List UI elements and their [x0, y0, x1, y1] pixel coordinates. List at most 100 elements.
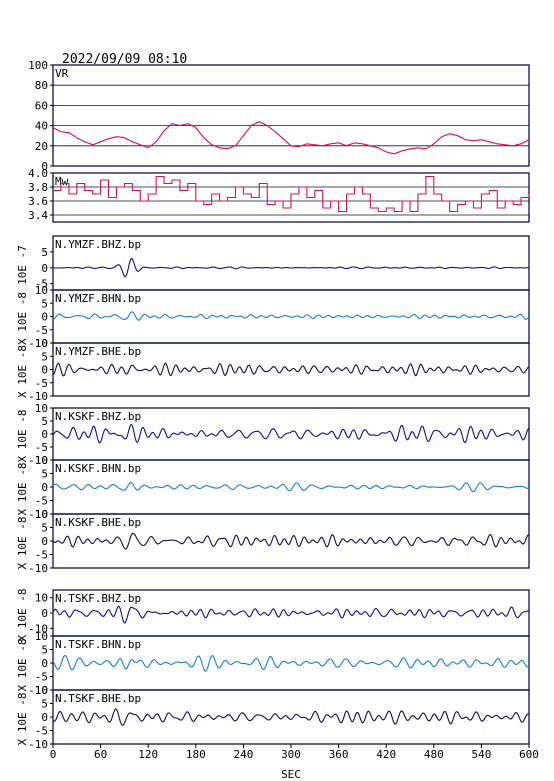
panel-n-kskf-bhz-bp: -10-505 10 N.KSKF.BHZ.bp X 10E -8: [16, 402, 530, 467]
y-tick-label: -5: [35, 495, 48, 508]
series-line: [52, 605, 530, 624]
panel-title: VR: [55, 67, 69, 80]
y-tick-label: 10: [35, 454, 48, 467]
panel-mw: 3.43.63.84.0 Mw: [28, 167, 530, 223]
y-tick-label: 5: [41, 246, 48, 259]
y-tick-label: -10: [28, 622, 48, 635]
y-tick-label: 5: [41, 698, 48, 711]
series-line: [52, 654, 530, 672]
y-tick-label: 100: [28, 59, 48, 72]
y-tick-label: -5: [35, 377, 48, 390]
y-tick-label: 0: [41, 535, 48, 548]
y-axis-unit-label: X 10E -8: [16, 693, 29, 746]
y-tick-label: 3.4: [28, 209, 48, 222]
panel-n-tskf-bhz-bp: -10 0 10 N.TSKF.BHZ.bp X 10E -8: [16, 589, 530, 642]
series-line: [52, 362, 530, 377]
y-tick-label: 10: [35, 508, 48, 521]
series-line: [53, 175, 530, 213]
y-axis-unit-label: X 10E -8: [16, 410, 29, 463]
series-line: [52, 311, 530, 321]
panel-title: N.TSKF.BHZ.bp: [55, 592, 141, 605]
y-tick-label: 60: [35, 99, 48, 112]
panel-title: N.KSKF.BHN.bp: [55, 462, 141, 475]
y-axis-unit-label: X 10E -8: [16, 292, 29, 345]
y-tick-label: 10: [35, 284, 48, 297]
y-tick-label: 10: [35, 592, 48, 605]
panel-title: N.TSKF.BHE.bp: [55, 692, 141, 705]
panel-vr: 0 20 40 60 80 100 VR: [28, 59, 530, 173]
series-line: [52, 481, 529, 493]
x-tick-label: 180: [186, 748, 206, 761]
y-tick-label: 0: [41, 711, 48, 724]
y-tick-label: 10: [35, 684, 48, 697]
panel-title: N.YMZF.BHZ.bp: [55, 238, 141, 251]
panel-n-ymzf-bhz-bp: -5 0 5 N.YMZF.BHZ.bp 10E -7: [16, 235, 530, 291]
y-axis-unit-label: X 10E -8: [16, 345, 29, 398]
y-tick-label: 0: [41, 364, 48, 377]
x-tick-label: 540: [471, 748, 491, 761]
y-tick-label: 0: [41, 657, 48, 670]
panel-title: N.YMZF.BHE.bp: [55, 345, 141, 358]
y-tick-label: -10: [28, 337, 48, 350]
y-tick-label: -5: [35, 441, 48, 454]
y-tick-label: 3.6: [28, 195, 48, 208]
y-axis-unit-label: 10E -7: [16, 245, 29, 285]
y-tick-label: 40: [35, 120, 48, 133]
y-tick-label: 4.0: [28, 167, 48, 180]
y-tick-label: -5: [35, 549, 48, 562]
y-tick-label: -5: [35, 324, 48, 337]
y-tick-label: 5: [41, 644, 48, 657]
y-tick-label: 0: [41, 160, 48, 173]
y-tick-label: -10: [28, 390, 48, 403]
panel-title: N.KSKF.BHE.bp: [55, 516, 141, 529]
y-tick-label: 5: [41, 297, 48, 310]
y-tick-label: 0: [41, 607, 48, 620]
x-tick-label: 420: [376, 748, 396, 761]
y-tick-label: 0: [41, 311, 48, 324]
panels-group: 020406080100VR3.43.63.84.0Mw-505N.YMZF.B…: [16, 59, 530, 751]
y-tick-label: -5: [35, 278, 48, 291]
y-tick-label: 5: [41, 350, 48, 363]
x-axis-label: SEC: [281, 768, 301, 781]
x-tick-label: 480: [424, 748, 444, 761]
timestamp-label: 2022/09/09 08:10: [62, 52, 187, 67]
y-tick-label: -5: [35, 671, 48, 684]
y-tick-label: -10: [28, 454, 48, 467]
x-tick-label: 240: [233, 748, 253, 761]
y-axis-unit-label: X 10E -8: [16, 589, 29, 642]
panel-title: N.YMZF.BHN.bp: [55, 292, 141, 305]
y-tick-label: 20: [35, 140, 48, 153]
x-tick-label: 60: [94, 748, 107, 761]
x-tick-label: 300: [281, 748, 301, 761]
y-tick-label: 0: [41, 262, 48, 275]
y-tick-label: 0: [41, 428, 48, 441]
y-tick-label: 5: [41, 415, 48, 428]
y-axis-unit-label: X 10E -8: [16, 639, 29, 692]
y-tick-label: -5: [35, 725, 48, 738]
y-tick-label: 5: [41, 522, 48, 535]
panel-frame: [52, 64, 530, 167]
panel-title: N.KSKF.BHZ.bp: [55, 410, 141, 423]
x-tick-label: 0: [50, 748, 57, 761]
series-line: [52, 423, 530, 444]
y-axis-unit-label: X 10E -8: [16, 463, 29, 516]
y-axis-unit-label: X 10E -8: [16, 517, 29, 570]
series-line: [52, 532, 530, 550]
y-tick-label: -10: [28, 508, 48, 521]
x-tick-label: 360: [329, 748, 349, 761]
panel-title: N.TSKF.BHN.bp: [55, 638, 141, 651]
y-tick-label: 10: [35, 630, 48, 643]
y-tick-label: 0: [41, 481, 48, 494]
series-line: [52, 708, 530, 726]
x-tick-label: 120: [138, 748, 158, 761]
x-tick-label: 600: [519, 748, 539, 761]
y-tick-label: 80: [35, 79, 48, 92]
panel-title: Mw: [55, 175, 69, 188]
series-line: [52, 120, 530, 155]
